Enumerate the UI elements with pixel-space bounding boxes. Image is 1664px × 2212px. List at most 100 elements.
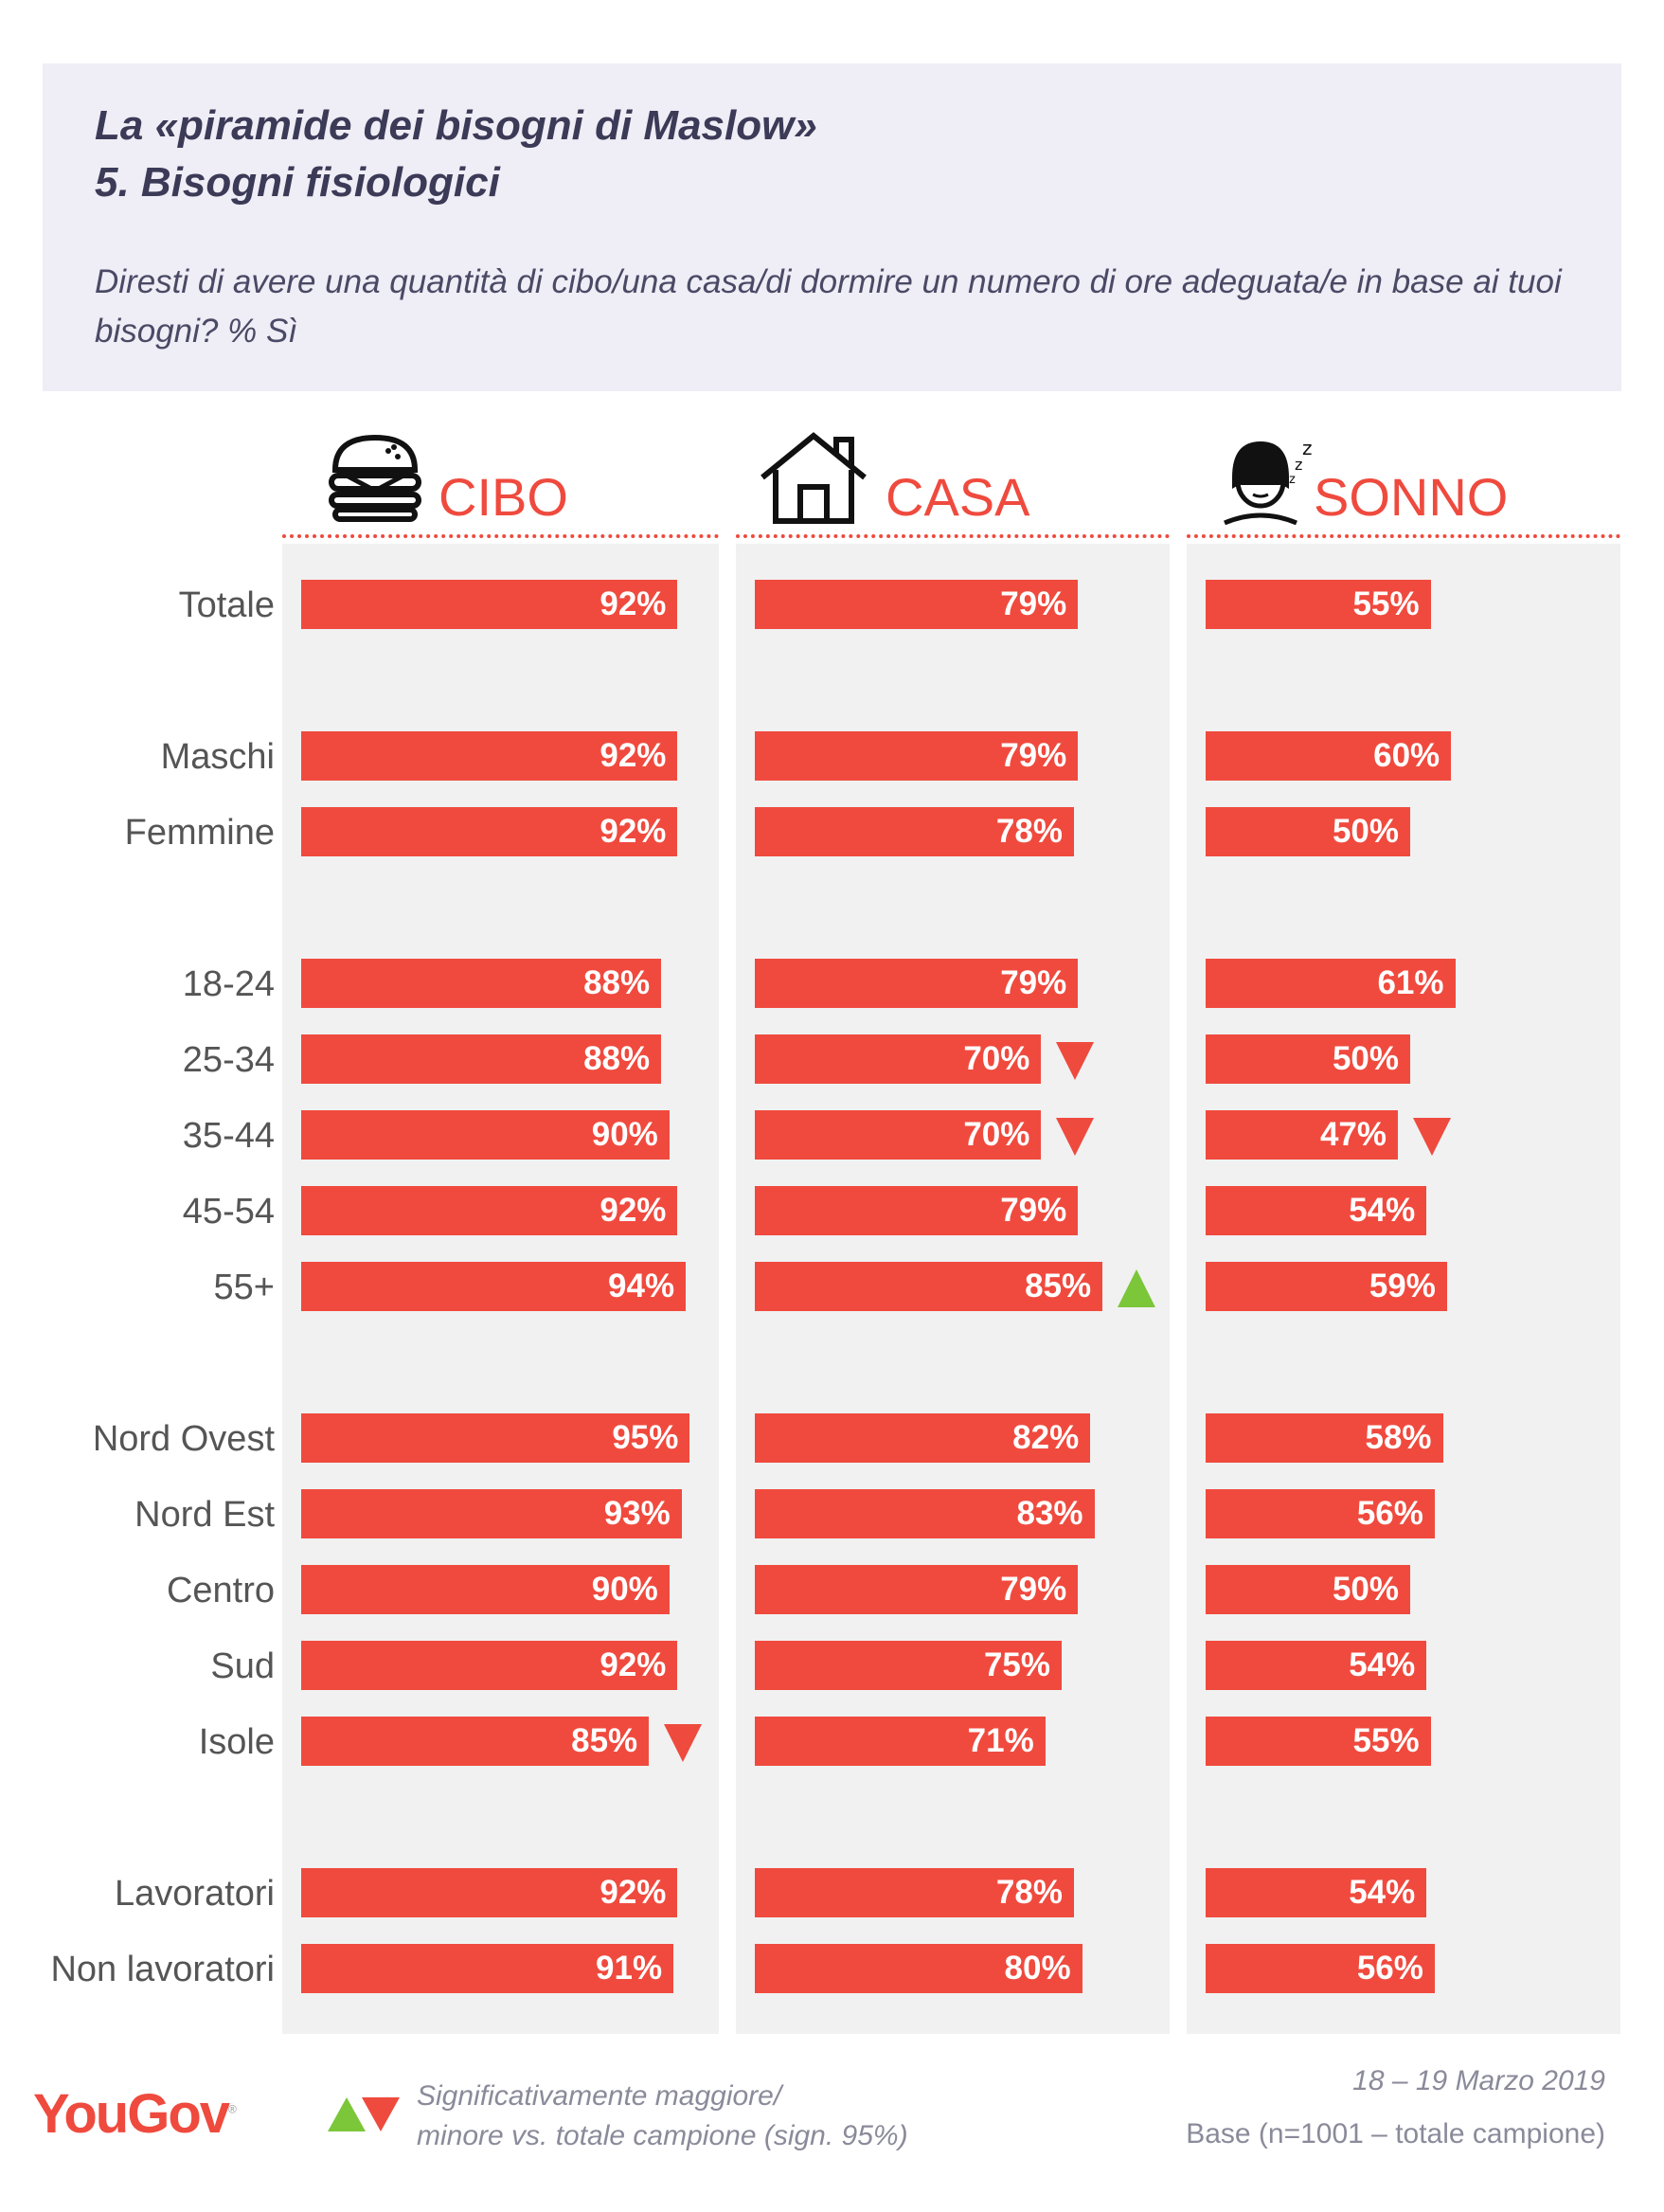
row-label: Nord Est [134,1495,275,1535]
yougov-logo: YouGov® [33,2083,237,2145]
row-label: 25-34 [182,1040,275,1080]
bar-value-label: 85% [1025,1268,1092,1304]
survey-date: 18 – 19 Marzo 2019 [1352,2065,1605,2096]
survey-question: Diresti di avere una quantità di cibo/un… [95,263,1562,350]
bar-sonno: 55% [1206,1717,1431,1766]
bar-sonno: 59% [1206,1262,1447,1311]
bar-sonno: 50% [1206,807,1410,856]
bar-value-label: 79% [1000,964,1067,1001]
bar-value-label: 78% [995,813,1063,850]
row-label: Non lavoratori [50,1950,275,1989]
bar-sonno: 54% [1206,1868,1427,1917]
significance-up-icon [1118,1269,1156,1307]
bar-value-label: 61% [1377,964,1444,1001]
bar-casa: 78% [755,1868,1074,1917]
bar-value-label: 82% [1012,1419,1080,1456]
bar-value-label: 90% [591,1571,658,1608]
svg-text:z: z [1289,473,1296,487]
sleeping-person-icon: z z z [1224,437,1313,526]
legend-line-1: Significativamente maggiore/ [417,2080,782,2112]
bar-value-label: 54% [1349,1646,1416,1683]
column-label-cibo: CIBO [438,467,568,527]
bar-cibo: 92% [301,1641,678,1690]
bar-value-label: 47% [1319,1116,1387,1153]
bar-casa: 71% [755,1717,1046,1766]
row-label: 55+ [213,1268,275,1307]
bar-cibo: 88% [301,959,662,1008]
bar-cibo: 93% [301,1489,682,1538]
significance-down-icon [1413,1118,1452,1156]
bar-sonno: 61% [1206,959,1456,1008]
bar-cibo: 85% [301,1717,650,1766]
bar-cibo: 90% [301,1565,670,1614]
bar-value-label: 92% [599,813,667,850]
bar-cibo: 92% [301,731,678,781]
bar-value-label: 55% [1352,585,1420,622]
bar-value-label: 50% [1332,813,1399,850]
bar-value-label: 90% [591,1116,658,1153]
column-label-casa: CASA [886,467,1030,527]
bar-sonno: 50% [1206,1034,1410,1084]
bar-sonno: 60% [1206,731,1452,781]
burger-icon [329,434,421,522]
bar-cibo: 94% [301,1262,687,1311]
bar-cibo: 88% [301,1034,662,1084]
significance-down-icon [664,1724,703,1762]
row-label: Totale [178,585,275,625]
bar-casa: 79% [755,580,1079,629]
bar-casa: 79% [755,959,1079,1008]
row-label: Isole [198,1722,275,1762]
bar-value-label: 71% [967,1722,1034,1759]
row-label: Sud [210,1646,275,1686]
bar-value-label: 92% [599,1192,667,1229]
significance-legend: Significativamente maggiore/ minore vs. … [417,2077,908,2156]
column-divider-sonno [1187,534,1620,538]
bar-casa: 70% [755,1110,1042,1160]
bar-sonno: 54% [1206,1186,1427,1235]
bar-casa: 85% [755,1262,1103,1311]
bar-casa: 83% [755,1489,1095,1538]
bar-casa: 79% [755,1186,1079,1235]
logo-text: YouGov [33,2083,230,2145]
row-label: 35-44 [182,1116,275,1156]
bar-value-label: 54% [1349,1874,1416,1911]
bar-value-label: 88% [583,1040,651,1077]
bar-value-label: 92% [599,585,667,622]
bar-cibo: 92% [301,807,678,856]
bar-value-label: 95% [612,1419,679,1456]
bar-value-label: 94% [608,1268,675,1304]
house-icon [760,432,867,524]
row-label: 45-54 [182,1192,275,1232]
bar-casa: 70% [755,1034,1042,1084]
bar-value-label: 80% [1004,1950,1071,1987]
significance-legend-icon [328,2097,400,2131]
bar-casa: 79% [755,1565,1079,1614]
bar-sonno: 58% [1206,1413,1443,1463]
bar-value-label: 70% [963,1116,1030,1153]
svg-text:z: z [1302,437,1313,459]
bar-value-label: 79% [1000,1571,1067,1608]
bar-value-label: 88% [583,964,651,1001]
column-header-sonno: z z z SONNO [1187,424,1620,538]
bar-sonno: 56% [1206,1489,1435,1538]
sample-base: Base (n=1001 – totale campione) [1186,2118,1605,2149]
legend-line-2: minore vs. totale campione (sign. 95%) [417,2120,908,2151]
column-header-cibo: CIBO [282,424,719,538]
row-label: Nord Ovest [92,1419,275,1459]
bar-value-label: 56% [1356,1495,1423,1532]
bar-cibo: 92% [301,580,678,629]
bar-value-label: 92% [599,1646,667,1683]
significance-down-icon [1056,1118,1095,1156]
bar-value-label: 55% [1352,1722,1420,1759]
bar-value-label: 78% [995,1874,1063,1911]
bar-value-label: 59% [1369,1268,1436,1304]
bar-cibo: 92% [301,1186,678,1235]
bar-sonno: 54% [1206,1641,1427,1690]
row-label: Maschi [160,737,275,777]
bar-casa: 78% [755,807,1074,856]
bar-value-label: 50% [1332,1040,1399,1077]
bar-value-label: 54% [1349,1192,1416,1229]
bar-value-label: 79% [1000,737,1067,774]
page-subtitle: 5. Bisogni fisiologici [95,159,500,206]
bar-sonno: 56% [1206,1944,1435,1993]
